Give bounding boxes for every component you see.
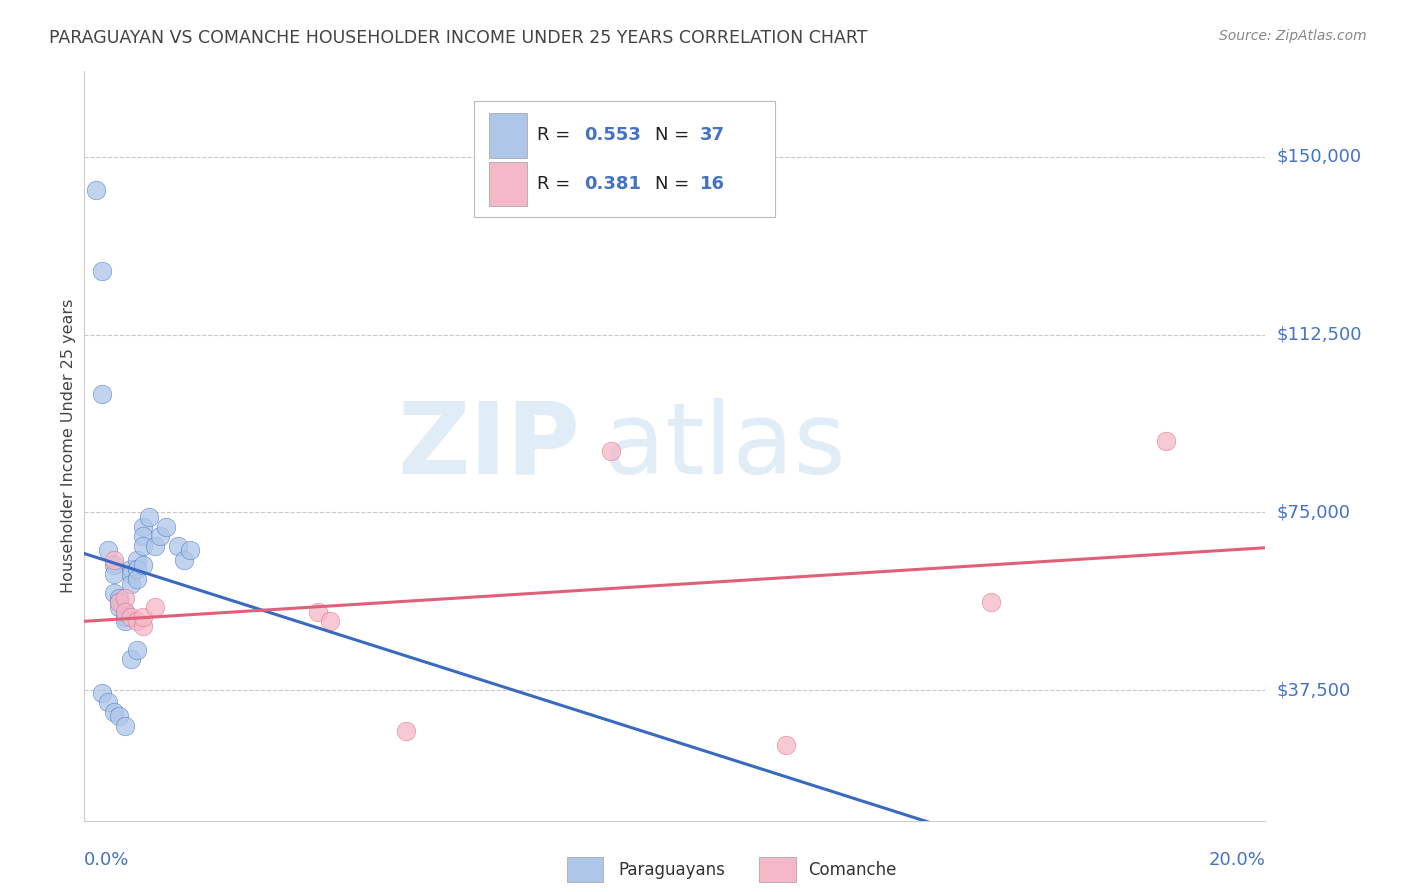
Point [114,719,136,733]
Point [114,609,136,624]
Point [120,652,142,666]
Point [599,443,621,458]
Point [980,595,1002,609]
Text: Paraguayans: Paraguayans [619,861,725,879]
Point [103,705,125,719]
Point [179,543,201,558]
Point [120,567,142,582]
Point [125,562,148,576]
Point [84,183,107,197]
Text: PARAGUAYAN VS COMANCHE HOUSEHOLDER INCOME UNDER 25 YEARS CORRELATION CHART: PARAGUAYAN VS COMANCHE HOUSEHOLDER INCOM… [49,29,868,47]
Point [120,562,142,576]
Point [132,609,155,624]
Point [143,539,166,553]
Point [114,605,136,619]
Point [155,519,177,533]
Point [120,609,142,624]
Point [132,539,155,553]
Text: R =: R = [537,176,575,194]
Point [108,595,131,609]
Text: $112,500: $112,500 [1277,326,1362,343]
Point [143,600,166,615]
Text: ZIP: ZIP [398,398,581,494]
Text: 37: 37 [700,127,724,145]
Point [132,519,155,533]
Text: atlas: atlas [605,398,845,494]
Point [103,567,125,582]
Text: $75,000: $75,000 [1277,503,1351,522]
Point [125,572,148,586]
Text: R =: R = [537,127,575,145]
Point [125,553,148,567]
Point [125,643,148,657]
Point [775,738,797,752]
Point [395,723,418,738]
Text: $37,500: $37,500 [1277,681,1351,699]
Point [103,586,125,600]
Point [108,595,131,609]
Point [114,605,136,619]
Point [1154,434,1177,449]
Text: 0.381: 0.381 [583,176,641,194]
Point [125,615,148,629]
Text: 0.0%: 0.0% [84,851,129,869]
Text: N =: N = [655,176,695,194]
Y-axis label: Householder Income Under 25 years: Householder Income Under 25 years [60,299,76,593]
Point [114,615,136,629]
Point [90,387,112,401]
Point [307,605,329,619]
Point [132,529,155,543]
Point [149,529,172,543]
Point [132,619,155,633]
Point [132,558,155,572]
Point [120,576,142,591]
Point [108,600,131,615]
Text: 0.553: 0.553 [583,127,641,145]
Text: 20.0%: 20.0% [1209,851,1265,869]
Point [108,709,131,723]
Point [90,685,112,699]
Point [167,539,190,553]
FancyBboxPatch shape [489,162,527,206]
Text: N =: N = [655,127,695,145]
Point [319,615,342,629]
Text: Source: ZipAtlas.com: Source: ZipAtlas.com [1219,29,1367,44]
FancyBboxPatch shape [474,102,775,218]
Text: $150,000: $150,000 [1277,148,1361,166]
Point [103,553,125,567]
Point [114,591,136,605]
Text: 16: 16 [700,176,724,194]
Point [97,695,120,709]
FancyBboxPatch shape [489,113,527,158]
Text: Comanche: Comanche [808,861,897,879]
Point [138,510,160,524]
Point [90,263,112,277]
Point [108,591,131,605]
Point [97,543,120,558]
Point [103,558,125,572]
Point [173,553,195,567]
